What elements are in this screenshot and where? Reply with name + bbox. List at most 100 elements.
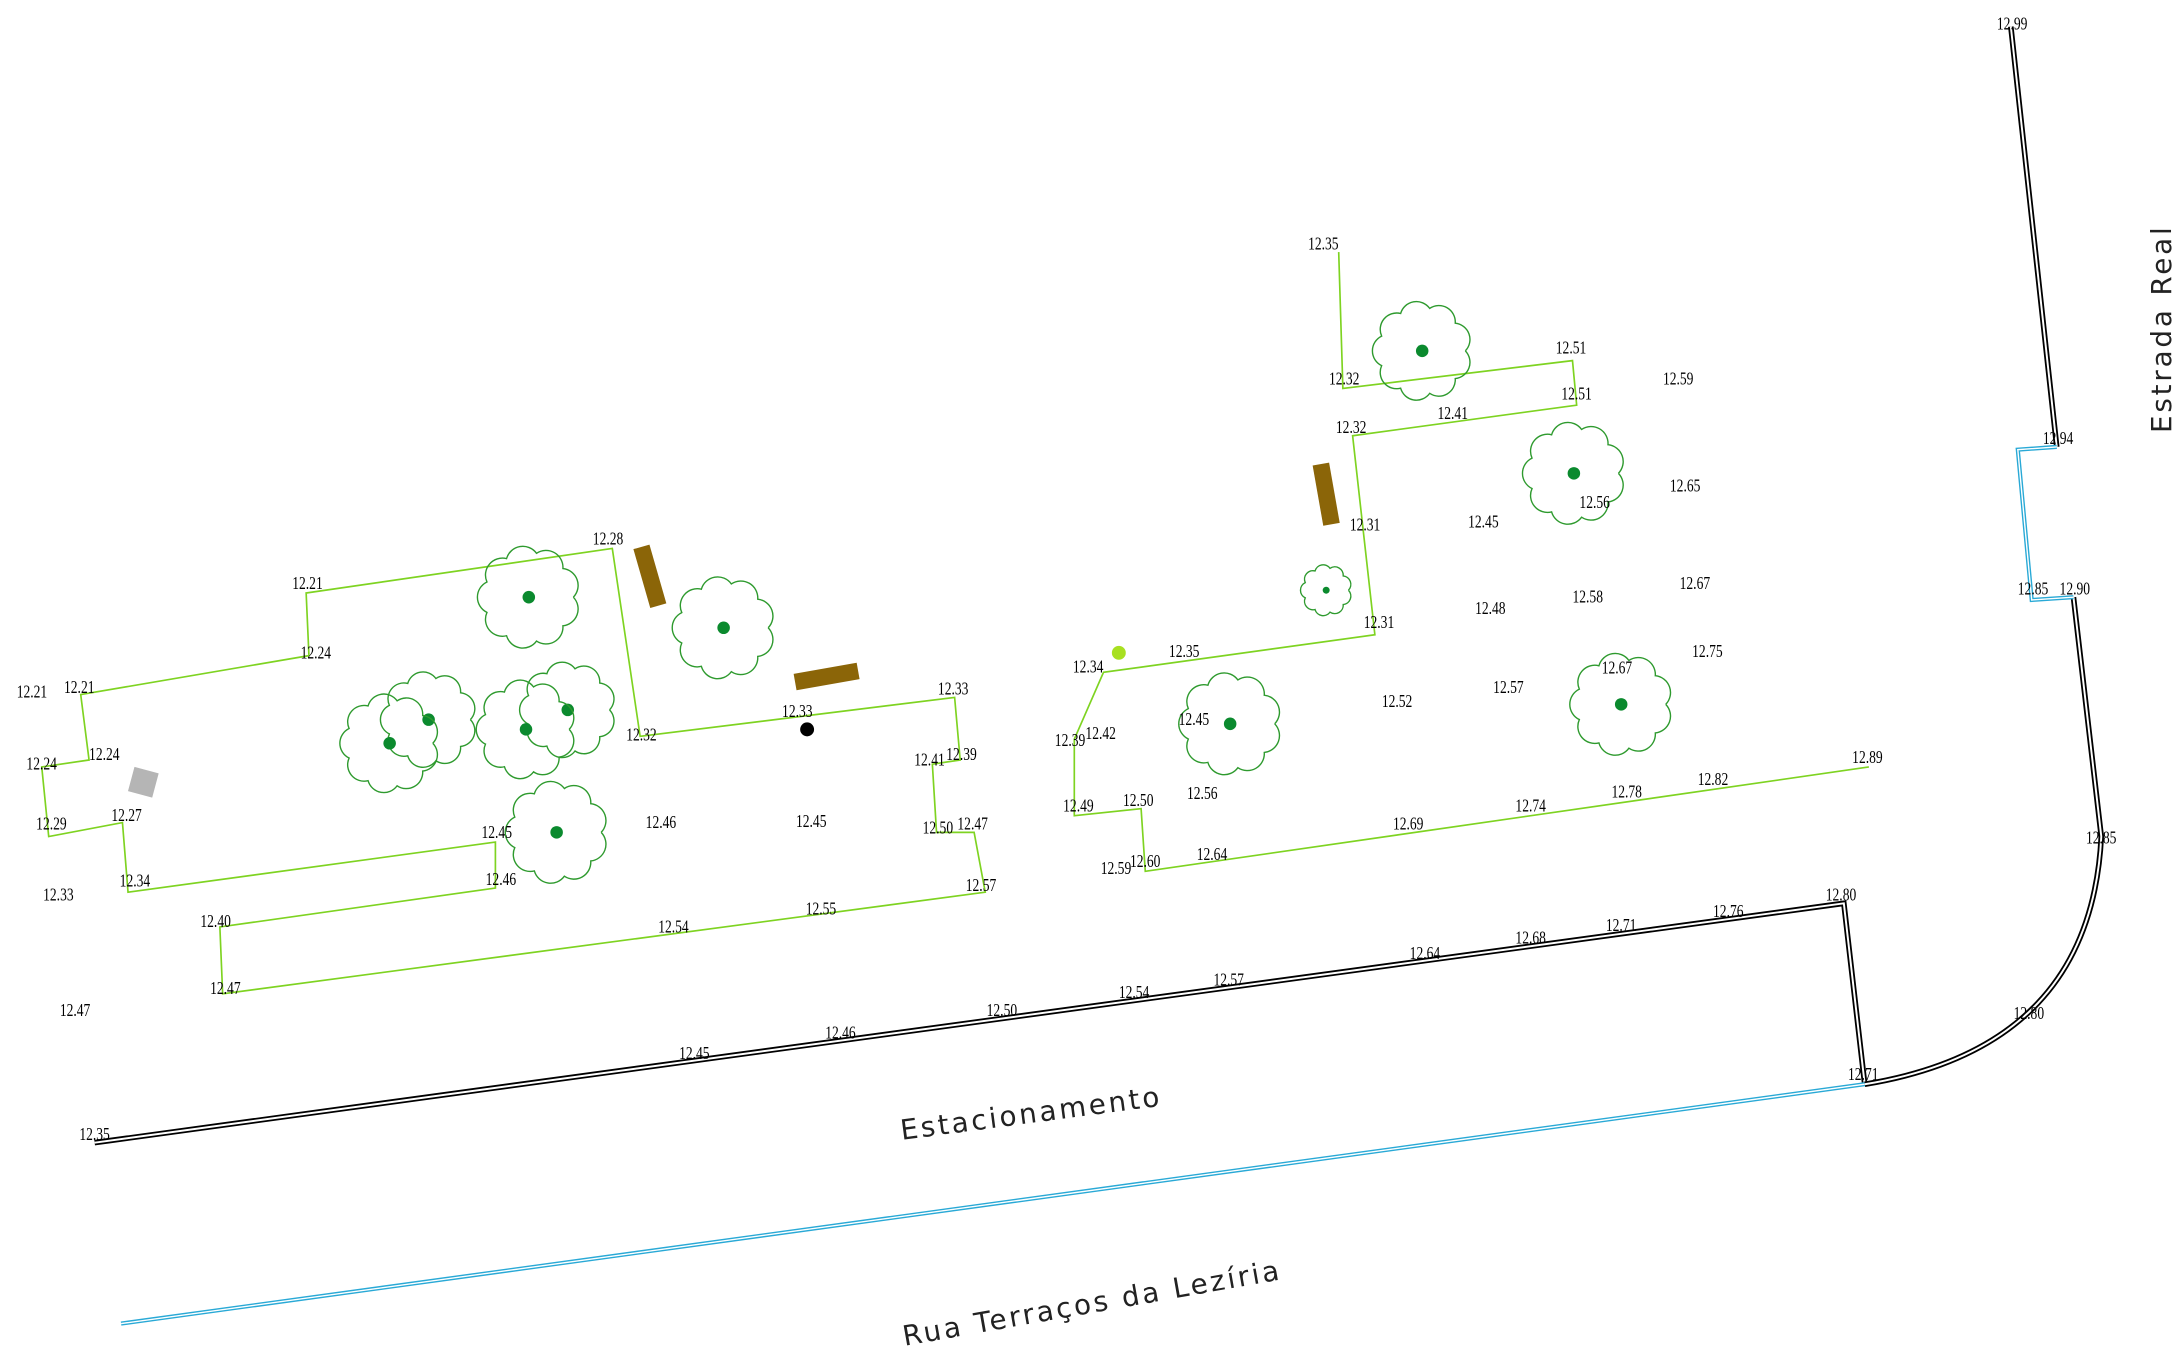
- spot-height: 12.21: [17, 683, 48, 702]
- tree-canopy: [476, 545, 579, 649]
- spot-height: 12.35: [1308, 235, 1339, 254]
- spot-height: 12.33: [43, 886, 74, 905]
- spot-height: 12.42: [1085, 724, 1116, 743]
- tree-trunk: [1614, 698, 1628, 711]
- spot-height: 12.67: [1680, 574, 1711, 593]
- spot-height: 12.67: [1602, 659, 1633, 678]
- spot-height: 12.31: [1364, 613, 1395, 632]
- spot-height: 12.85: [2018, 580, 2049, 599]
- spot-height: 12.94: [2043, 429, 2074, 448]
- spot-height: 12.24: [301, 644, 332, 663]
- spot-height: 12.47: [210, 979, 241, 998]
- spot-height: 12.21: [292, 574, 323, 593]
- spot-height: 12.32: [1329, 370, 1360, 389]
- spot-height: 12.85: [2086, 829, 2117, 848]
- spot-height: 12.74: [1515, 797, 1546, 816]
- trees: [339, 300, 1672, 884]
- road-label: Estrada Real: [2145, 225, 2178, 433]
- spot-height: 12.60: [1130, 852, 1161, 871]
- spot-height: 12.39: [946, 745, 977, 764]
- spot-height: 12.29: [36, 815, 67, 834]
- spot-height: 12.27: [111, 807, 142, 826]
- tree-trunk: [1415, 344, 1429, 358]
- spot-height: 12.45: [481, 823, 512, 842]
- parking-label: Estacionamento: [898, 1080, 1164, 1147]
- spot-height: 12.35: [1169, 642, 1200, 661]
- spot-height: 12.57: [1213, 971, 1244, 990]
- tree-canopy: [1521, 421, 1624, 525]
- tree-canopy: [1371, 300, 1471, 401]
- spot-height: 12.54: [658, 918, 689, 937]
- spot-height: 12.45: [1468, 513, 1499, 532]
- spot-height: 12.48: [1475, 599, 1506, 618]
- spot-height: 12.45: [796, 812, 827, 831]
- contour-lines: [40, 252, 1870, 995]
- tree-trunk: [1322, 586, 1330, 594]
- spot-height: 12.71: [1848, 1065, 1879, 1084]
- tree-canopy: [475, 679, 575, 780]
- spot-height: 12.69: [1393, 815, 1424, 834]
- spot-height: 12.32: [1336, 418, 1367, 437]
- tree-trunk: [519, 723, 533, 736]
- spot-height: 12.28: [593, 530, 624, 549]
- spot-height: 12.46: [486, 871, 517, 890]
- spot-height: 12.64: [1197, 845, 1228, 864]
- spot-height: 12.56: [1187, 784, 1218, 803]
- spot-height: 12.68: [1515, 929, 1546, 948]
- spot-height: 12.55: [806, 900, 837, 919]
- spot-height: 12.57: [1493, 678, 1524, 697]
- tree-canopy: [1569, 652, 1672, 756]
- tree-trunk: [383, 737, 396, 750]
- tree-trunk: [1223, 717, 1237, 731]
- spot-height: 12.46: [825, 1024, 856, 1043]
- spot-height: 12.54: [1119, 983, 1150, 1002]
- spot-height: 12.47: [957, 815, 988, 834]
- spot-height: 12.21: [64, 678, 95, 697]
- tree-canopy: [504, 780, 607, 884]
- tree-canopy: [339, 693, 439, 794]
- spot-height: 12.52: [1382, 692, 1413, 711]
- spot-height: 12.75: [1692, 642, 1723, 661]
- spot-height: 12.58: [1572, 588, 1603, 607]
- spot-height: 12.50: [1123, 791, 1154, 810]
- spot-height: 12.51: [1561, 385, 1592, 404]
- spot-height: 12.50: [923, 819, 954, 838]
- roads: [94, 26, 2105, 1326]
- street-label: Rua Terraços da Lezíria: [900, 1253, 1284, 1352]
- spot-height: 12.45: [1179, 710, 1210, 729]
- spot-height: 12.51: [1556, 339, 1587, 358]
- spot-height: 12.39: [1055, 731, 1086, 750]
- spot-heights: 12.99 12.35 12.51 12.32 12.59 12.51 12.41 12.32…: [17, 15, 2117, 1145]
- spot-height: 12.32: [626, 726, 657, 745]
- spot-height: 12.76: [1713, 903, 1744, 922]
- spot-height: 12.80: [1826, 886, 1857, 905]
- spot-height: 12.31: [1350, 516, 1381, 535]
- spot-height: 12.59: [1663, 370, 1694, 389]
- spot-height: 12.35: [79, 1125, 110, 1144]
- tree-trunk: [522, 590, 536, 604]
- spot-height: 12.59: [1101, 859, 1132, 878]
- tree-canopy: [379, 671, 476, 768]
- spot-height: 12.57: [966, 876, 997, 895]
- tree-canopy: [671, 576, 774, 680]
- spot-height: 12.41: [1438, 404, 1469, 423]
- spot-height: 12.41: [914, 751, 945, 770]
- spot-height: 12.33: [938, 680, 969, 699]
- spot-height: 12.99: [1997, 15, 2028, 34]
- spot-height: 12.47: [60, 1001, 91, 1020]
- spot-height: 12.24: [89, 745, 120, 764]
- spot-height: 12.45: [679, 1044, 710, 1063]
- spot-height: 12.90: [2060, 580, 2091, 599]
- spot-height: 12.46: [646, 813, 677, 832]
- spot-height: 12.34: [120, 872, 151, 891]
- spot-height: 12.80: [2014, 1004, 2045, 1023]
- spot-height: 12.65: [1670, 477, 1701, 496]
- spot-height: 12.64: [1410, 944, 1441, 963]
- spot-height: 12.33: [782, 702, 813, 721]
- spot-height: 12.89: [1852, 748, 1883, 767]
- features: [127, 462, 1340, 798]
- spot-height: 12.78: [1611, 783, 1642, 802]
- tree-canopy: [1178, 672, 1281, 776]
- tree-trunk: [550, 826, 563, 839]
